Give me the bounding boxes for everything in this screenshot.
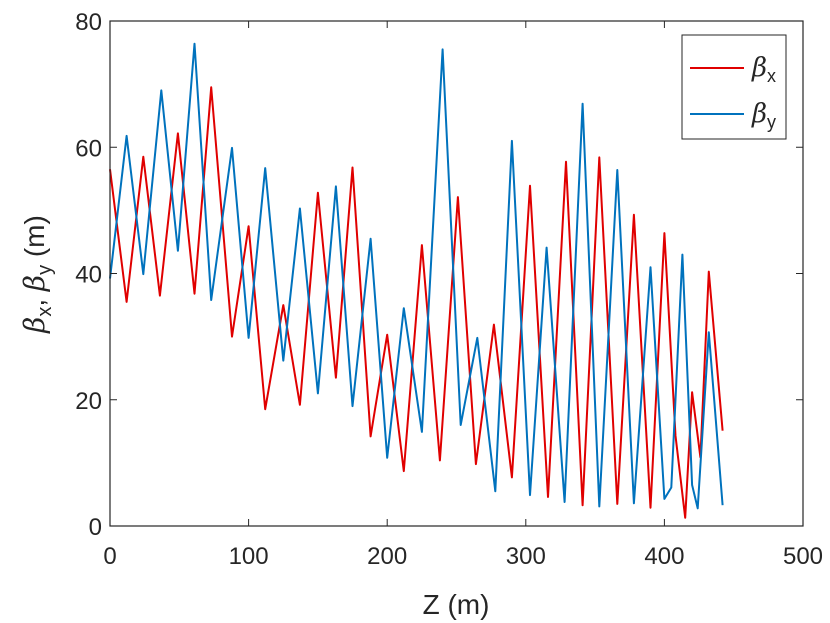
series-beta-x-line [109,86,724,519]
legend-beta-y-sub: y [767,112,776,132]
x-tick-label-0: 0 [103,543,116,570]
legend-beta-y-symbol: β [751,99,767,129]
legend-label-beta-y: βy [751,99,776,132]
legend: βx βy [681,34,787,140]
x-tick-label-400: 400 [644,543,684,570]
y-tick-label-0: 0 [89,514,102,541]
y-label-sub-x: x [34,307,56,317]
y-label-beta-y: β [18,275,51,292]
x-axis-label: Z (m) [423,589,490,620]
y-tick-label-20: 20 [75,388,102,415]
series-layer [109,42,724,519]
tick-layer: 0 100 200 300 400 500 0 20 40 60 80 [75,9,823,570]
x-tick-label-300: 300 [506,543,546,570]
x-tick-label-100: 100 [229,543,269,570]
y-label-unit: (m) [19,215,50,265]
y-tick-label-60: 60 [75,135,102,162]
y-tick-label-80: 80 [75,9,102,36]
x-tick-label-500: 500 [783,543,823,570]
y-label-separator: , [19,291,50,307]
legend-beta-x-sub: x [767,66,776,86]
legend-beta-x-symbol: β [751,53,767,83]
series-beta-y-line [109,42,724,510]
legend-label-beta-x: βx [751,53,776,86]
y-label-sub-y: y [34,265,56,275]
y-tick-label-40: 40 [75,262,102,289]
y-label-beta-x: β [18,317,51,334]
y-axis-label: βx, βy (m) [18,215,56,334]
legend-box [681,34,787,140]
x-tick-label-200: 200 [367,543,407,570]
